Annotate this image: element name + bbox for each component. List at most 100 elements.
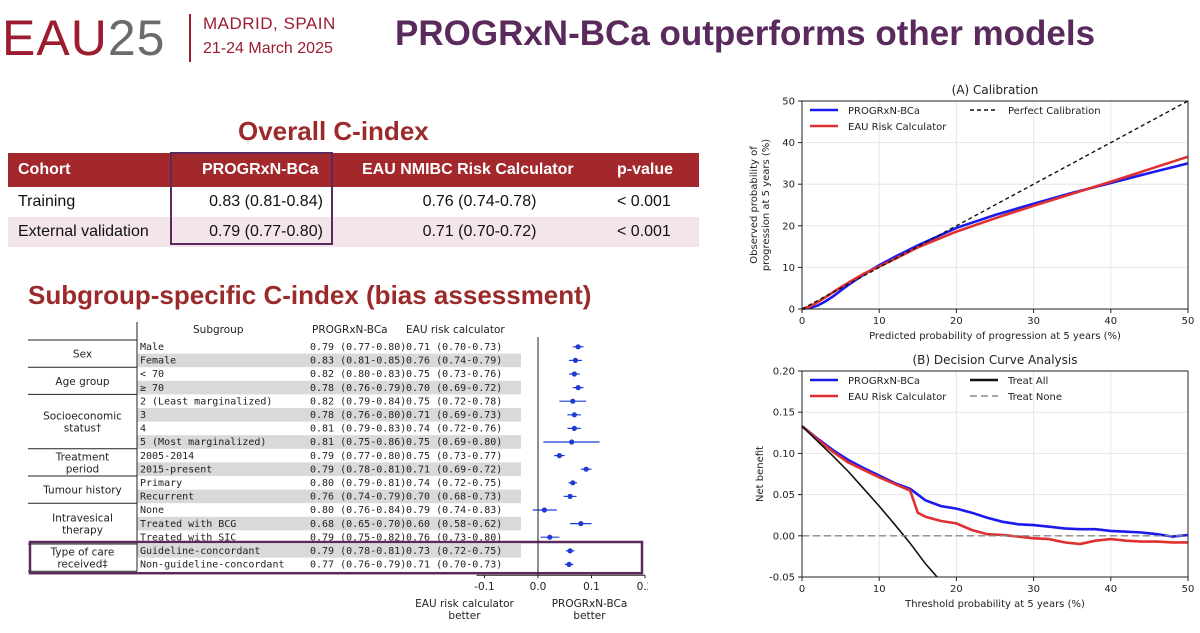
chart-title: (B) Decision Curve Analysis — [913, 353, 1078, 367]
x-tick-label: 50 — [1182, 316, 1195, 327]
logo-year-text: 25 — [107, 10, 166, 66]
eau-cindex: 0.74 (0.72-0.76) — [406, 424, 502, 435]
y-tick-label: 0.05 — [773, 490, 795, 501]
y-tick-label: 0.00 — [773, 531, 795, 542]
legend-label: PROGRxN-BCa — [848, 376, 920, 387]
eau-cindex: 0.73 (0.72-0.75) — [406, 546, 502, 557]
y-tick-label: 40 — [782, 138, 795, 149]
forest-point — [572, 357, 579, 363]
eau-cindex: 0.76 (0.73-0.80) — [406, 532, 502, 543]
stripe-row — [137, 462, 521, 476]
overall-cindex-title: Overall C-index — [238, 116, 429, 146]
forest-point — [575, 344, 581, 350]
care-type-highlight-box — [28, 540, 644, 575]
col-header-eau: EAU risk calculator — [406, 324, 505, 336]
logo-eau-text: EAU — [2, 10, 108, 66]
series-line — [801, 100, 1189, 310]
eau-cindex: 0.71 (0.70-0.73) — [406, 342, 502, 353]
cell-cohort: Training — [18, 193, 76, 210]
stripe-row — [137, 380, 521, 395]
x-label-progrxn-better: PROGRxN-BCa — [552, 598, 628, 610]
x-tick-label: 10 — [873, 584, 886, 595]
group-label: Socioeconomic — [43, 411, 122, 423]
progrxn-cindex: 0.81 (0.75-0.86) — [310, 437, 406, 448]
subgroup-name: None — [140, 505, 164, 516]
x-tick-label: 20 — [950, 584, 963, 595]
x-tick-label: 30 — [1027, 584, 1040, 595]
x-label-progrxn-better: better — [573, 610, 606, 622]
forest-point — [570, 480, 576, 486]
congress-location: MADRID, SPAIN — [203, 14, 336, 33]
forest-point — [541, 507, 548, 513]
subgroup-name: Treated with BCG — [140, 519, 236, 530]
forest-tick-label: 0.2 — [637, 581, 648, 593]
y-tick-label: 50 — [782, 97, 795, 108]
progrxn-highlight-box — [170, 152, 333, 245]
forest-tick-label: 0.0 — [530, 581, 547, 593]
group-label: Type of care — [50, 547, 115, 559]
y-tick-label: 0 — [789, 305, 795, 316]
progrxn-cindex: 0.79 (0.78-0.81) — [310, 546, 406, 557]
y-axis-label: Net benefit — [755, 446, 766, 502]
header-cohort: Cohort — [8, 153, 180, 187]
stripe-row — [137, 516, 521, 531]
subgroup-name: Female — [140, 356, 176, 367]
progrxn-cindex: 0.79 (0.77-0.80) — [310, 451, 406, 462]
forest-point — [575, 385, 581, 391]
forest-point — [578, 521, 584, 527]
eau-cindex: 0.71 (0.69-0.73) — [406, 410, 502, 421]
congress-date: 21-24 March 2025 — [203, 40, 333, 57]
forest-point — [571, 412, 577, 418]
progrxn-cindex: 0.80 (0.79-0.81) — [310, 478, 406, 489]
forest-point — [567, 548, 573, 554]
progrxn-cindex: 0.68 (0.65-0.70) — [310, 519, 406, 530]
series-line — [801, 162, 1189, 311]
group-label: Intravesical — [52, 513, 113, 525]
forest-point — [570, 398, 576, 404]
subgroup-forest-plot: Subgroup PROGRxN-BCa EAU risk calculator Ma… — [28, 322, 648, 622]
stripe-row — [137, 435, 521, 449]
forest-point — [583, 466, 589, 472]
cell-progrxn: 0.83 (0.81-0.84) — [209, 193, 323, 210]
overall-cindex-table: Cohort PROGRxN-BCa EAU NMIBC Risk Calcul… — [8, 153, 699, 247]
legend-label: EAU Risk Calculator — [848, 122, 947, 133]
y-tick-label: 0.20 — [773, 367, 795, 378]
x-tick-label: 20 — [950, 316, 963, 327]
legend-label: Treat None — [1007, 392, 1062, 403]
subgroup-cindex-title: Subgroup-specific C-index (bias assessme… — [28, 280, 592, 310]
eau25-logo: EAU25 — [2, 8, 165, 68]
forest-tick-label: -0.1 — [474, 581, 495, 593]
eau-cindex: 0.71 (0.69-0.72) — [406, 464, 502, 475]
progrxn-cindex: 0.81 (0.79-0.83) — [310, 424, 406, 435]
progrxn-cindex: 0.78 (0.76-0.80) — [310, 410, 406, 421]
cell-eau: 0.76 (0.74-0.78) — [422, 193, 537, 210]
subgroup-name: 4 — [140, 424, 146, 435]
stripe-row — [137, 544, 521, 558]
eau-cindex: 0.74 (0.72-0.75) — [406, 478, 502, 489]
subgroup-name: Recurrent — [140, 492, 194, 503]
legend-label: Treat All — [1007, 376, 1048, 387]
stripe-row — [137, 353, 521, 368]
x-label-eau-better: better — [448, 610, 481, 622]
col-header-progrxn: PROGRxN-BCa — [312, 324, 388, 336]
x-tick-label: 0 — [799, 584, 805, 595]
progrxn-cindex: 0.79 (0.77-0.80) — [310, 342, 406, 353]
forest-point — [571, 425, 577, 431]
forest-point — [571, 371, 577, 377]
cell-cohort: External validation — [8, 217, 180, 247]
x-axis-label: Threshold probability at 5 years (%) — [904, 599, 1085, 610]
calibration-chart: (A) Calibration 0 10 20 30 40 50 0 10 20 30 40 50 Pre… — [749, 83, 1195, 342]
header-pvalue: p-value — [607, 153, 699, 187]
series-line — [801, 425, 1189, 538]
subgroup-name: Male — [140, 342, 164, 353]
eau-cindex: 0.71 (0.70-0.73) — [406, 560, 502, 571]
table-row: Training 0.83 (0.81-0.84) 0.76 (0.74-0.7… — [8, 187, 699, 217]
table-row: External validation 0.79 (0.77-0.80) 0.7… — [8, 217, 699, 247]
stripe-row — [137, 408, 521, 422]
x-tick-label: 30 — [1027, 316, 1040, 327]
x-tick-label: 10 — [873, 316, 886, 327]
chart-title: (A) Calibration — [952, 83, 1039, 97]
x-tick-label: 0 — [799, 316, 805, 327]
y-tick-label: 0.10 — [773, 449, 795, 460]
y-axis-label: Observed probability of — [749, 146, 760, 264]
